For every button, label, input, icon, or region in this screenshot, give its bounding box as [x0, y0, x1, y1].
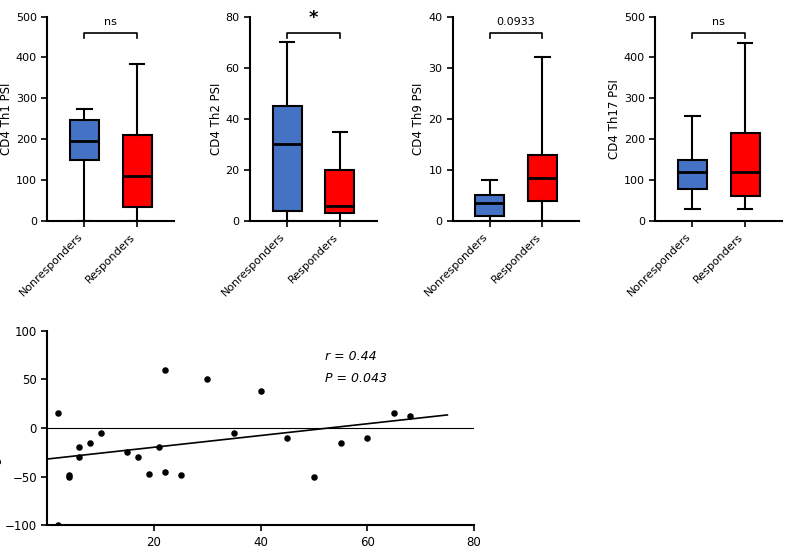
Point — [334, 438, 347, 447]
Point — [121, 448, 134, 457]
Point — [73, 443, 85, 452]
Y-axis label: CD4 Th17 PSI: CD4 Th17 PSI — [608, 79, 621, 159]
Point — [95, 429, 107, 437]
Point — [158, 467, 171, 476]
Text: r = 0.44: r = 0.44 — [325, 350, 376, 363]
Point — [132, 453, 145, 462]
Point — [62, 470, 75, 479]
PathPatch shape — [273, 106, 302, 211]
PathPatch shape — [475, 195, 504, 216]
Point — [62, 472, 75, 481]
Y-axis label: CD4 Th9 PSI: CD4 Th9 PSI — [412, 82, 426, 155]
Y-axis label: CD4 Th1 PSI: CD4 Th1 PSI — [0, 82, 13, 155]
Point — [404, 412, 416, 421]
Point — [281, 434, 294, 442]
Point — [361, 434, 374, 442]
Point — [228, 429, 240, 437]
Text: ns: ns — [104, 17, 117, 27]
Text: *: * — [309, 9, 318, 27]
Point — [52, 409, 64, 418]
Point — [388, 409, 401, 418]
Y-axis label: % Change in tumor burden: % Change in tumor burden — [0, 343, 2, 513]
PathPatch shape — [731, 133, 760, 196]
Point — [201, 375, 213, 384]
Text: ns: ns — [713, 17, 725, 27]
Point — [307, 472, 321, 481]
Point — [158, 365, 171, 374]
PathPatch shape — [678, 160, 707, 189]
PathPatch shape — [70, 119, 99, 160]
Point — [52, 521, 64, 530]
PathPatch shape — [325, 170, 355, 213]
Text: P = 0.043: P = 0.043 — [325, 372, 386, 384]
Point — [73, 453, 85, 462]
Point — [153, 443, 166, 452]
Point — [84, 438, 96, 447]
PathPatch shape — [528, 154, 557, 201]
Text: 0.0933: 0.0933 — [497, 17, 536, 27]
Point — [254, 387, 267, 395]
PathPatch shape — [122, 135, 152, 207]
Point — [175, 470, 187, 479]
Point — [142, 469, 155, 478]
Y-axis label: CD4 Th2 PSI: CD4 Th2 PSI — [210, 82, 223, 155]
